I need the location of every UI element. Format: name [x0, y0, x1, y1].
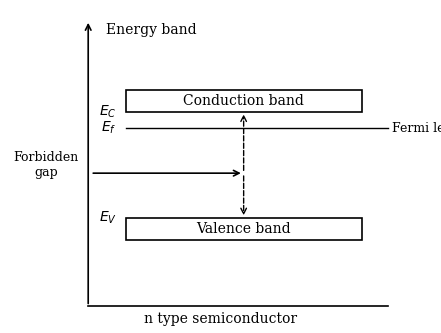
- Text: Energy band: Energy band: [106, 23, 196, 37]
- Text: $E_C$: $E_C$: [99, 103, 117, 120]
- Bar: [126, 218, 362, 240]
- Text: Forbidden
gap: Forbidden gap: [13, 151, 78, 179]
- Text: $E_f$: $E_f$: [101, 120, 117, 137]
- Text: Conduction band: Conduction band: [183, 94, 304, 108]
- Text: Fermi level: Fermi level: [392, 122, 441, 135]
- Text: n type semiconductor: n type semiconductor: [144, 312, 297, 326]
- Text: Valence band: Valence band: [196, 222, 291, 236]
- Bar: [126, 90, 362, 112]
- Text: $E_V$: $E_V$: [99, 210, 117, 226]
